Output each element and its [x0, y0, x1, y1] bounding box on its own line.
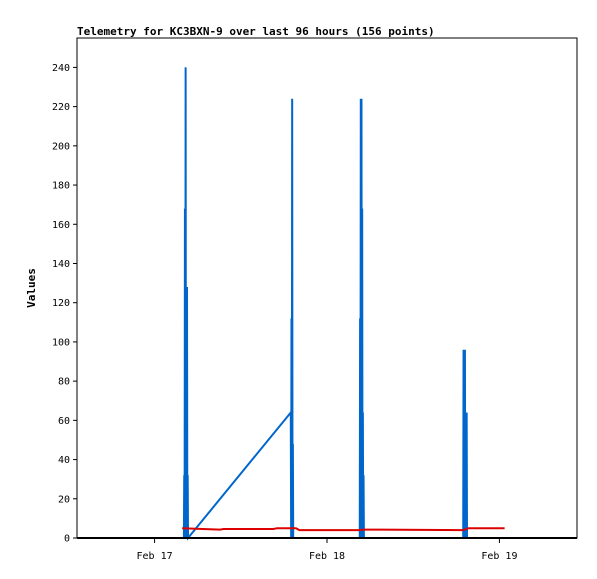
y-tick-label: 20	[58, 494, 70, 505]
x-tick-label: Feb 18	[309, 551, 345, 562]
series-layer	[182, 67, 505, 541]
y-tick-label: 240	[52, 63, 70, 74]
x-tick-label: Feb 17	[137, 551, 173, 562]
x-tick-label: Feb 19	[481, 551, 517, 562]
y-tick-label: 120	[52, 298, 70, 309]
y-tick-label: 140	[52, 259, 70, 270]
y-tick-label: 60	[58, 416, 70, 427]
y-tick-label: 0	[64, 534, 70, 545]
y-tick-label: 160	[52, 220, 70, 231]
y-tick-label: 220	[52, 102, 70, 113]
y-tick-label: 80	[58, 377, 70, 388]
y-axis: 0 20 40 60 80 100 120 140 160 180 200 220 240	[52, 63, 77, 545]
y-tick-label: 180	[52, 181, 70, 192]
series-line-2	[182, 527, 505, 532]
chart-title: Telemetry for KC3BXN-9 over last 96 hour…	[77, 25, 435, 38]
y-tick-label: 200	[52, 141, 70, 152]
x-axis: Feb 17 Feb 18 Feb 19	[137, 538, 517, 562]
y-axis-label: Values	[25, 268, 38, 308]
y-tick-label: 40	[58, 455, 70, 466]
series-line-1	[182, 67, 468, 541]
y-tick-label: 100	[52, 337, 70, 348]
plot-frame	[76, 37, 578, 539]
